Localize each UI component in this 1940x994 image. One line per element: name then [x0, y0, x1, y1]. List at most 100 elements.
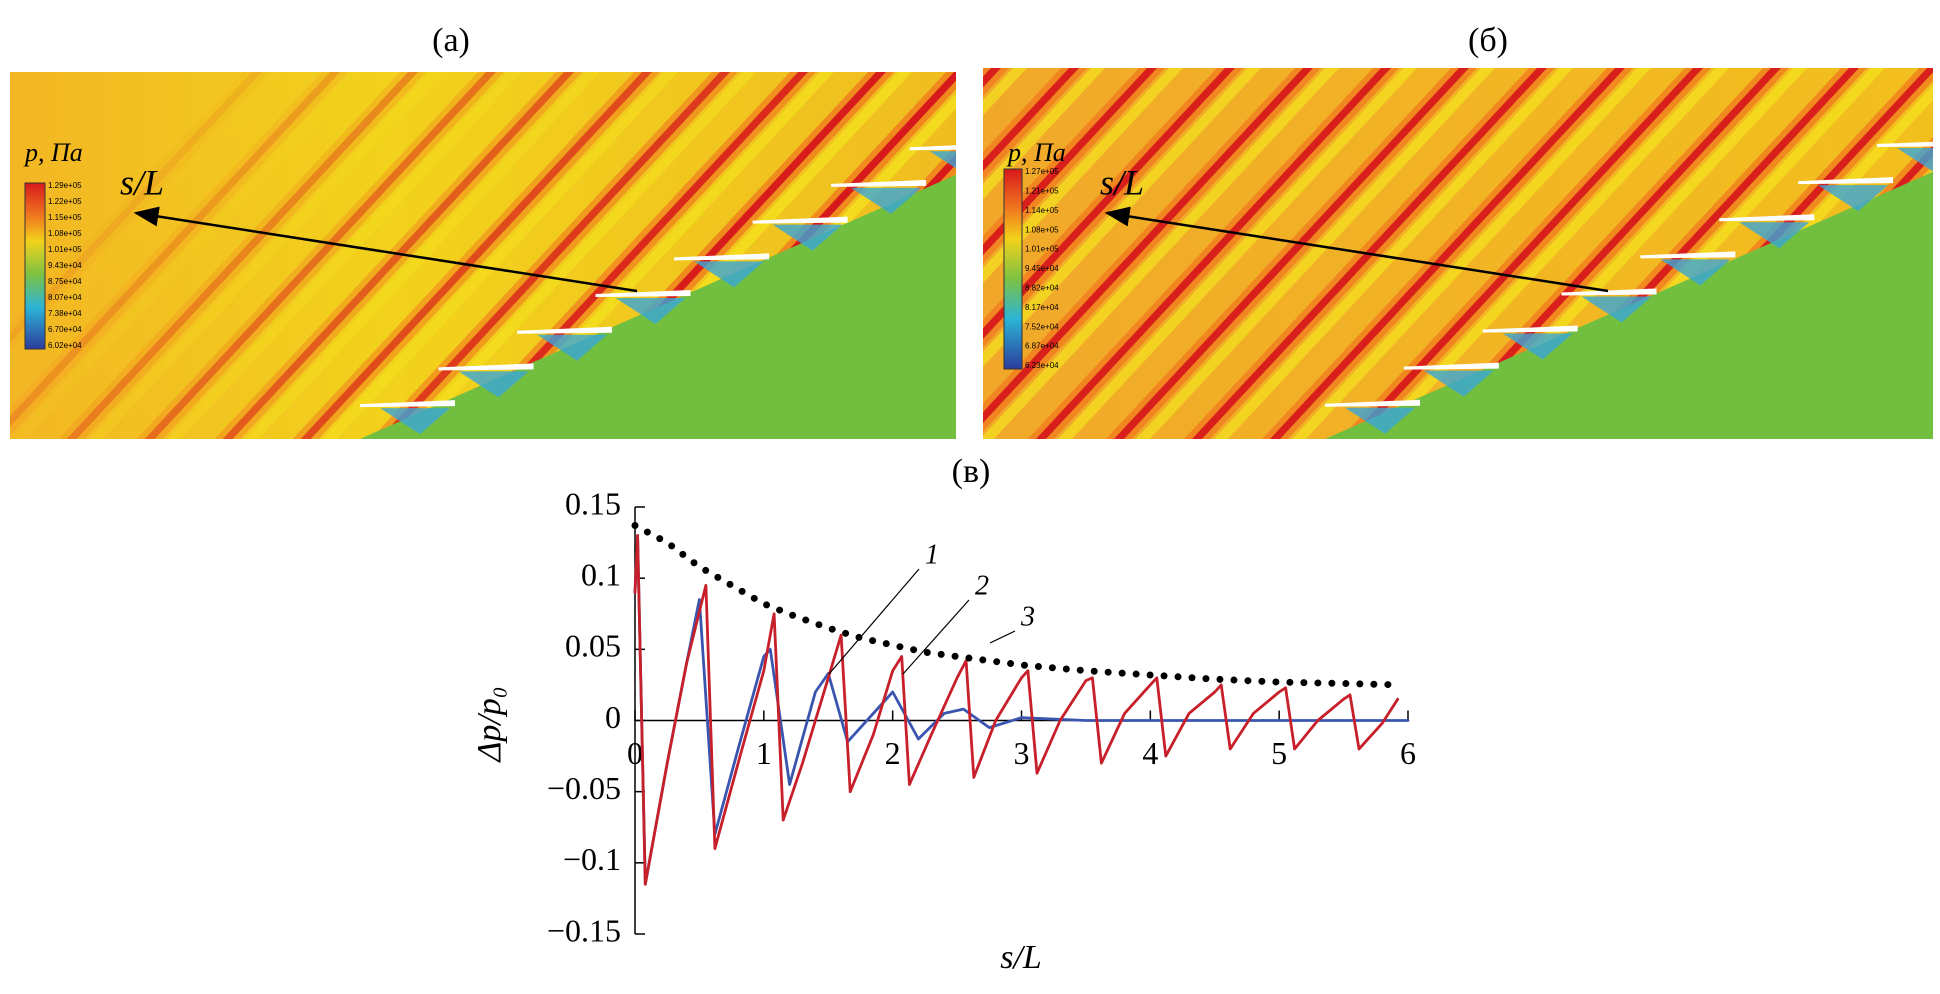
pressure-band — [66, 72, 418, 439]
blade-shadow — [1818, 185, 1889, 212]
colorbar-tick-label: 1.29e+05 — [48, 181, 82, 190]
colorbar-tick-label: 7.38e+04 — [48, 309, 82, 318]
colorbar-tick-label: 1.08e+05 — [48, 229, 82, 238]
panel-label: (б) — [1468, 22, 1508, 59]
blade — [1876, 141, 1933, 148]
y-tick-label: 0.1 — [581, 557, 621, 593]
colorbar-tick-label: 1.08e+05 — [1025, 225, 1059, 234]
x-tick-label: 0 — [627, 735, 643, 771]
blade-shadow — [1896, 148, 1933, 172]
blade — [517, 326, 613, 334]
pressure-band — [136, 72, 504, 439]
pressure-band — [1269, 68, 1625, 439]
blade-shadow — [929, 151, 956, 169]
x-axis-label: s/L — [1000, 939, 1042, 976]
pressure-band — [983, 68, 1157, 256]
leader-line — [989, 630, 1016, 644]
colorbar-tick-label: 1.01e+05 — [1025, 245, 1059, 254]
colorbar-tick-label: 1.15e+05 — [48, 213, 82, 222]
blade — [909, 145, 956, 151]
colorbar-title: p, Па — [1006, 138, 1066, 167]
colorbar-tick-label: 6.87e+04 — [1025, 342, 1059, 351]
pressure-band — [983, 68, 1235, 339]
colorbar-tick-label: 9.43e+04 — [48, 261, 82, 270]
pressure-band — [400, 72, 756, 439]
pressure-band — [1347, 68, 1703, 439]
pressure-band — [983, 68, 1339, 439]
blade-shadow — [851, 187, 922, 214]
x-tick-label: 3 — [1014, 735, 1030, 771]
blade-shadow — [1739, 222, 1810, 249]
contour-panel — [10, 72, 956, 439]
panel-label: (а) — [432, 22, 470, 59]
blade — [752, 216, 848, 224]
x-tick-label: 2 — [885, 735, 901, 771]
pressure-band — [983, 68, 1165, 264]
x-tick-label: 4 — [1142, 735, 1158, 771]
y-tick-label: 0.05 — [565, 628, 621, 664]
curve-label: 3 — [1020, 601, 1035, 632]
x-tick-label: 5 — [1271, 735, 1287, 771]
data-line — [633, 534, 1410, 886]
colorbar-title: p, Па — [23, 138, 83, 167]
pressure-band — [144, 72, 496, 439]
contour-plots: p, Па 1.29e+05 1.22e+05 1.15e+05 1.08e+05 1.0… — [10, 68, 1933, 439]
blade-shadow — [537, 334, 608, 361]
blade-shadow — [1423, 370, 1494, 397]
blade — [595, 290, 691, 298]
direction-arrow — [1104, 206, 1609, 293]
blade — [831, 179, 927, 187]
y-tick-label: −0.15 — [547, 912, 621, 948]
y-tick-label: −0.05 — [547, 770, 621, 806]
leader-line — [828, 568, 920, 675]
colorbar-tick-label: 8.17e+04 — [1025, 303, 1059, 312]
pressure-band — [983, 68, 1079, 172]
colorbar-tick-label: 8.75e+04 — [48, 277, 82, 286]
panel-label: (в) — [952, 453, 991, 490]
pressure-band — [300, 72, 652, 439]
blade — [360, 400, 456, 408]
pressure-band — [983, 68, 1087, 180]
envelope-line — [631, 522, 1406, 689]
direction-arrow — [133, 206, 638, 293]
leader-line — [902, 599, 970, 675]
colorbar — [1003, 168, 1023, 370]
blade — [1561, 288, 1657, 296]
colorbar-tick-label: 1.22e+05 — [48, 197, 82, 206]
x-tick-label: 1 — [756, 735, 772, 771]
blade-shadow — [1660, 259, 1731, 286]
colorbar-tick-label: 1.01e+05 — [48, 245, 82, 254]
pressure-band — [983, 68, 1001, 88]
pressure-band — [58, 72, 426, 439]
blade — [1325, 399, 1420, 407]
pressure-band — [1213, 68, 1573, 439]
blade-shadow — [615, 298, 686, 325]
colorbar-tick-label: 1.14e+05 — [1025, 206, 1059, 215]
y-axis-label: Δp/p₀ — [471, 686, 508, 763]
y-tick-label: −0.1 — [563, 841, 621, 877]
pressure-band — [88, 72, 444, 439]
y-tick-label: 0 — [605, 699, 621, 735]
blade-shadow — [1345, 407, 1415, 434]
blade-shadow — [1502, 333, 1573, 360]
pressure-band — [983, 68, 1105, 200]
pressure-band — [10, 72, 348, 436]
colorbar-tick-label: 7.52e+04 — [1025, 322, 1059, 331]
colorbar-tick-label: 6.70e+04 — [48, 325, 82, 334]
blade — [1798, 177, 1894, 185]
blade — [674, 253, 770, 261]
colorbar — [24, 182, 46, 350]
y-tick-label: 0.15 — [565, 485, 621, 521]
x-tick-label: 6 — [1400, 735, 1416, 771]
blade — [1640, 251, 1736, 259]
pressure-band — [983, 68, 1183, 284]
pressure-band — [1369, 68, 1729, 439]
curve-label: 1 — [925, 539, 939, 570]
colorbar-tick-label: 1.21e+05 — [1025, 187, 1059, 196]
pressure-band — [1425, 68, 1781, 439]
blade-shadow — [694, 261, 765, 288]
colorbar-tick-label: 6.23e+04 — [1025, 361, 1059, 370]
pressure-band — [322, 72, 678, 439]
